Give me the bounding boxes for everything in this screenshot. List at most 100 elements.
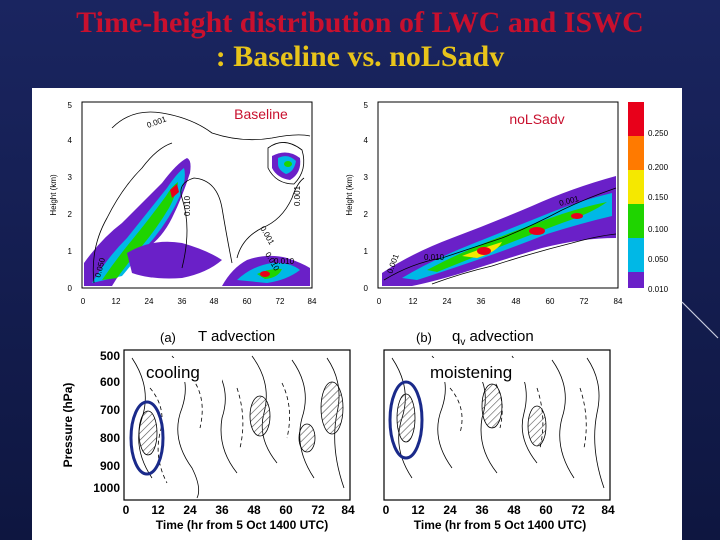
colorbar-tick: 0.100 [648, 225, 669, 234]
baseline-y-tick: 4 [68, 136, 73, 145]
panel-a-hatch [320, 381, 344, 435]
nolsadv-x-tick: 60 [546, 297, 555, 306]
panel-a-highlight-ellipse [129, 400, 165, 476]
colorbar-swatch [628, 170, 644, 204]
baseline-x-tick: 12 [112, 297, 121, 306]
title-line-1: Time-height distribution of LWC and ISWC [76, 6, 644, 39]
decorative-diagonal-line [681, 301, 719, 339]
panel-b-hatch [481, 383, 503, 429]
baseline-x-tick: 72 [276, 297, 285, 306]
panel-b-x-tick: 0 [383, 503, 390, 517]
panel-a-x-axis-label: Time (hr from 5 Oct 1400 UTC) [156, 518, 329, 532]
baseline-y-tick: 5 [68, 101, 73, 110]
baseline-contour-label: 0.010 [183, 195, 192, 216]
baseline-x-tick: 84 [308, 297, 317, 306]
nolsadv-x-tick: 24 [443, 297, 452, 306]
panel-a-x-tick: 72 [311, 503, 325, 517]
baseline-field-red [170, 184, 179, 198]
baseline-contour-label: 0.001 [293, 185, 302, 206]
panel-a-x-tick: 0 [123, 503, 130, 517]
nolsadv-field-red [477, 247, 491, 255]
panel-b-title: qv advection [452, 328, 534, 348]
panel-b-x-tick: 12 [411, 503, 425, 517]
nolsadv-title: noLSadv [509, 111, 564, 127]
baseline-x-tick: 48 [210, 297, 219, 306]
panel-a-x-tick: 48 [247, 503, 261, 517]
nolsadv-x-tick: 72 [580, 297, 589, 306]
panel-a-x-tick: 24 [183, 503, 197, 517]
colorbar-swatch [628, 136, 644, 170]
baseline-contour-5 [267, 142, 305, 185]
nolsadv-y-tick: 0 [364, 284, 369, 293]
baseline-title-box [220, 104, 302, 124]
nolsadv-y-tick: 1 [364, 247, 369, 256]
panel-a-hatch [249, 395, 271, 437]
figure: 0.001 0.001 0.010 0.001 0.010 0.050 0.01… [32, 88, 682, 540]
panel-a-dashed-contours [149, 377, 290, 484]
nolsadv-x-tick: 84 [614, 297, 623, 306]
baseline-field-purple2 [127, 241, 222, 279]
baseline-panel: 0.001 0.001 0.010 0.001 0.010 0.050 0.01… [49, 101, 317, 306]
colorbar-swatch [628, 204, 644, 238]
panel-a-y-tick: 1000 [93, 481, 120, 495]
panel-a-x-tick: 36 [215, 503, 229, 517]
t-advection-panel: (a) T advection cooling Pressure (hPa) 5… [61, 328, 355, 532]
baseline-x-tick: 36 [178, 297, 187, 306]
panel-b-title-rest: advection [465, 328, 533, 345]
baseline-x-tick: 0 [81, 297, 86, 306]
baseline-contour-2 [92, 142, 173, 284]
panel-b-highlight-ellipse [388, 380, 424, 460]
baseline-field-purple [84, 158, 191, 286]
panel-a-hatch [298, 423, 316, 453]
panel-b-x-tick: 24 [443, 503, 457, 517]
nolsadv-y-tick: 4 [364, 136, 369, 145]
title-line-2: : Baseline vs. noLSadv [215, 40, 505, 73]
nolsadv-field-red2 [529, 227, 545, 235]
panel-b-x-tick: 36 [475, 503, 489, 517]
panel-b-x-tick: 72 [571, 503, 585, 517]
baseline-contour-4 [236, 177, 305, 259]
baseline-field-cell-green [284, 161, 292, 167]
nolsadv-x-tick: 36 [477, 297, 486, 306]
nolsadv-contour-label: 0.010 [424, 253, 445, 262]
qv-advection-panel: (b) qv advection moistening 0 12 24 36 4… [383, 328, 615, 532]
panel-b-x-tick: 48 [507, 503, 521, 517]
panel-a-annotation: cooling [146, 363, 200, 382]
panel-b-hatch [396, 393, 416, 443]
colorbar-tick: 0.010 [648, 285, 669, 294]
baseline-title: Baseline [234, 106, 288, 122]
baseline-y-axis-label: Height (km) [49, 174, 58, 216]
nolsadv-x-tick: 12 [409, 297, 418, 306]
colorbar-swatch [628, 238, 644, 272]
nolsadv-contour-1 [383, 187, 617, 281]
baseline-contour-1 [111, 111, 311, 141]
nolsadv-x-tick: 0 [377, 297, 382, 306]
colorbar-tick: 0.200 [648, 163, 669, 172]
panel-a-x-tick: 84 [341, 503, 355, 517]
panel-b-annotation-box [428, 358, 538, 382]
panel-a-letter: (a) [160, 330, 176, 345]
baseline-y-tick: 0 [68, 284, 73, 293]
panel-b-x-tick: 84 [601, 503, 615, 517]
panel-a-x-tick: 60 [279, 503, 293, 517]
colorbar: 0.250 0.200 0.150 0.100 0.050 0.010 [628, 102, 669, 294]
baseline-y-tick: 2 [68, 210, 73, 219]
nolsadv-panel: 0.001 0.010 0.001 noLSadv Height (km) 0 … [345, 101, 623, 306]
panel-a-annotation-box [144, 358, 222, 382]
nolsadv-field-red3 [571, 213, 583, 219]
nolsadv-y-tick: 2 [364, 210, 369, 219]
nolsadv-x-tick: 48 [512, 297, 521, 306]
baseline-x-tick: 60 [243, 297, 252, 306]
baseline-x-tick: 24 [145, 297, 154, 306]
panel-a-hatch [138, 410, 158, 456]
panel-b-x-axis-label: Time (hr from 5 Oct 1400 UTC) [414, 518, 587, 532]
panel-b-annotation: moistening [430, 363, 512, 382]
baseline-y-tick: 3 [68, 173, 73, 182]
colorbar-tick: 0.150 [648, 193, 669, 202]
panel-a-x-tick: 12 [151, 503, 165, 517]
nolsadv-y-tick: 3 [364, 173, 369, 182]
baseline-contour-label: 0.010 [274, 257, 295, 266]
panel-b-x-tick: 60 [539, 503, 553, 517]
colorbar-tick: 0.050 [648, 255, 669, 264]
panel-b-title-var: q [452, 328, 460, 345]
